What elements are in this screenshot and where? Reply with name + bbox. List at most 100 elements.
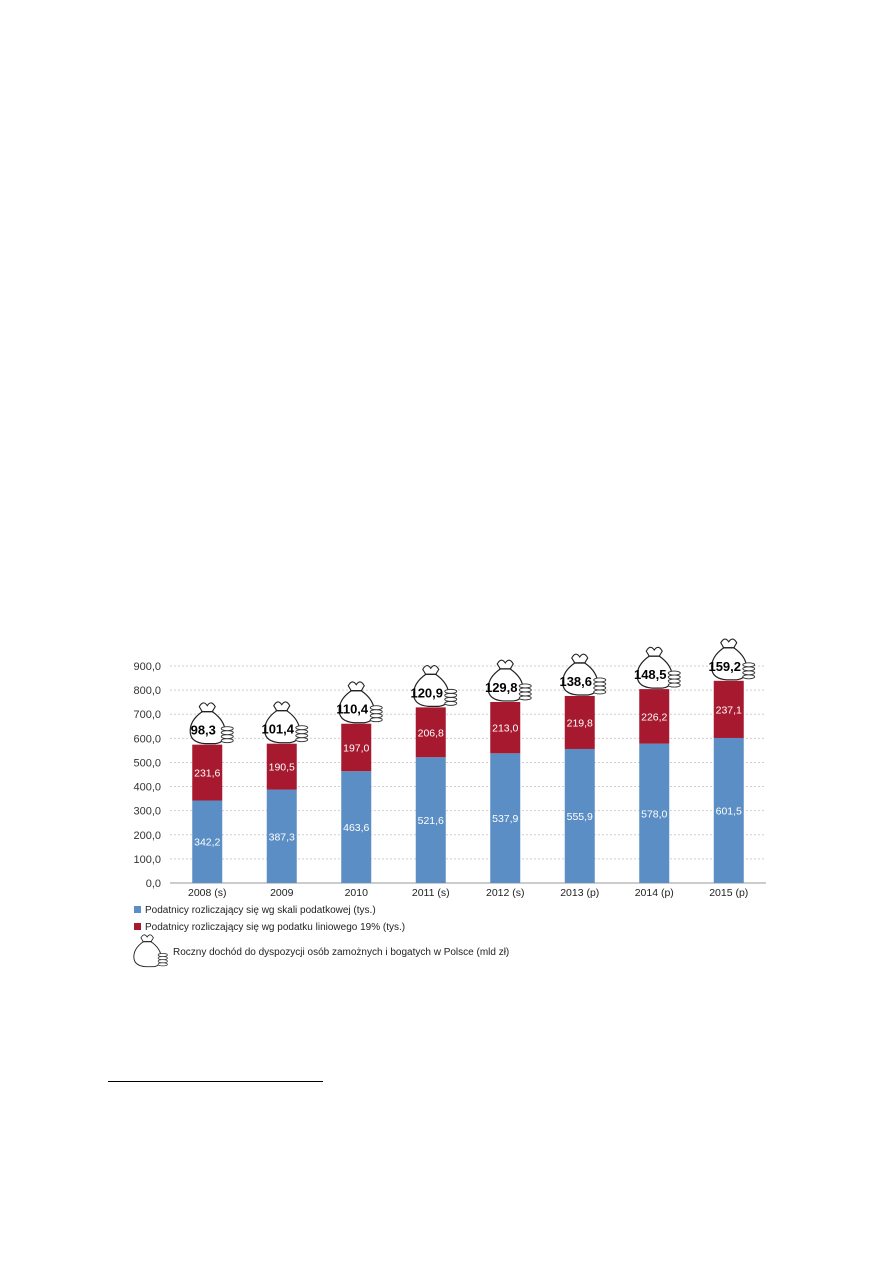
bar-segment [564, 695, 595, 749]
y-tick-label: 700,0 [133, 709, 161, 721]
coin [157, 956, 168, 960]
money-bag-icon [189, 702, 234, 745]
bag-body [487, 668, 524, 702]
bar-value-label: 342,2 [194, 837, 220, 849]
bag-neck [273, 701, 291, 712]
legend-swatch [134, 906, 141, 913]
money-bags: 98,3 101,4 110,4 120,9 129,8 138,6 148,5 159,2 [189, 638, 756, 745]
money-bag-icon [338, 681, 383, 724]
legend: Podatnicy rozliczający się wg skali poda… [133, 905, 509, 968]
bar-segment [266, 789, 297, 883]
legend-label: Podatnicy rozliczający się wg podatku li… [145, 922, 405, 933]
coin [157, 953, 168, 957]
bag-body [711, 647, 748, 681]
bag-body [264, 710, 301, 744]
coin [157, 959, 168, 964]
bar-segment [415, 757, 446, 883]
legend-money-bag-icon [133, 934, 168, 968]
coin [667, 682, 681, 688]
legend-label: Roczny dochód do dyspozycji osób zamożny… [173, 947, 509, 958]
coin [593, 685, 607, 691]
bar-segment [713, 680, 744, 738]
coin [369, 713, 383, 719]
bag-neck [720, 638, 738, 649]
coin [593, 681, 607, 687]
bag-neck [140, 934, 154, 943]
x-tick-label: 2011 (s) [412, 887, 450, 899]
bar-value-label: 231,6 [194, 768, 220, 780]
legend-label: Podatnicy rozliczający się wg skali poda… [145, 905, 376, 916]
annotation-value-label: 148,5 [634, 667, 667, 682]
bars: 342,2 231,6 387,3 190,5 463,6 197,0 521,6 206,8… [192, 680, 744, 883]
bar-segment [490, 701, 521, 754]
bar-value-label: 219,8 [567, 717, 593, 729]
coin [444, 692, 458, 698]
bar-segment [639, 743, 670, 883]
x-tick-label: 2012 (s) [486, 887, 525, 899]
x-tick-label: 2010 [345, 887, 369, 899]
coin [518, 687, 532, 693]
bar-segment [192, 800, 223, 883]
bar-value-label: 197,0 [343, 742, 369, 754]
bag-body [338, 690, 375, 724]
x-axis-ticks: 2008 (s) 2009 2010 2011 (s) 2012 (s) 2013 (p)… [188, 887, 748, 899]
bar-value-label: 601,5 [716, 805, 742, 817]
bar-value-label: 578,0 [641, 808, 667, 820]
y-tick-label: 400,0 [133, 782, 161, 794]
coin [667, 670, 681, 676]
annotation-value-label: 98,3 [191, 723, 216, 738]
bar-segment [564, 748, 595, 883]
coin [369, 705, 383, 711]
coin [518, 691, 532, 697]
money-bag-icon [413, 665, 458, 707]
annotation-value-label: 138,6 [559, 674, 592, 689]
coin [593, 677, 607, 683]
coin [220, 738, 234, 744]
bar-value-label: 190,5 [269, 762, 295, 774]
bar-value-label: 237,1 [716, 704, 742, 716]
y-tick-label: 800,0 [133, 685, 161, 697]
coin [518, 683, 532, 689]
bar-value-label: 213,0 [492, 723, 518, 735]
bar-value-label: 226,2 [641, 711, 667, 723]
coin [369, 717, 383, 723]
bar-segment [415, 707, 446, 758]
y-tick-label: 900,0 [133, 661, 161, 673]
coin [295, 733, 309, 739]
grid-lines [170, 665, 766, 884]
bar-segment [713, 737, 744, 883]
legend-swatch [134, 923, 141, 930]
coin [518, 695, 532, 701]
x-tick-label: 2013 (p) [560, 887, 599, 899]
annotation-value-label: 110,4 [336, 702, 369, 717]
bar-segment [266, 743, 297, 790]
money-bag-icon [711, 638, 756, 681]
bar-value-label: 555,9 [567, 811, 593, 823]
bag-neck [422, 665, 440, 675]
coin [667, 674, 681, 680]
coin [593, 689, 607, 695]
x-tick-label: 2014 (p) [635, 887, 674, 899]
annotation-value-label: 129,8 [485, 680, 518, 695]
annotation-value-label: 120,9 [410, 685, 443, 700]
money-bag-icon [636, 646, 681, 689]
bag-neck [347, 681, 365, 692]
money-bag-icon [562, 653, 607, 696]
y-tick-label: 500,0 [133, 757, 161, 769]
bar-segment [192, 744, 223, 801]
bar-segment [490, 753, 521, 883]
money-bag-icon [487, 659, 532, 702]
bar-segment [341, 723, 372, 772]
bag-body [413, 673, 450, 707]
coin [444, 696, 458, 702]
y-tick-label: 300,0 [133, 806, 161, 818]
bag-body [636, 655, 673, 689]
y-tick-label: 200,0 [133, 830, 161, 842]
coin [444, 688, 458, 694]
bar-value-label: 463,6 [343, 822, 369, 834]
coin [667, 678, 681, 684]
coin [295, 729, 309, 735]
bag-neck [198, 702, 216, 713]
bar-value-label: 537,9 [492, 813, 518, 825]
